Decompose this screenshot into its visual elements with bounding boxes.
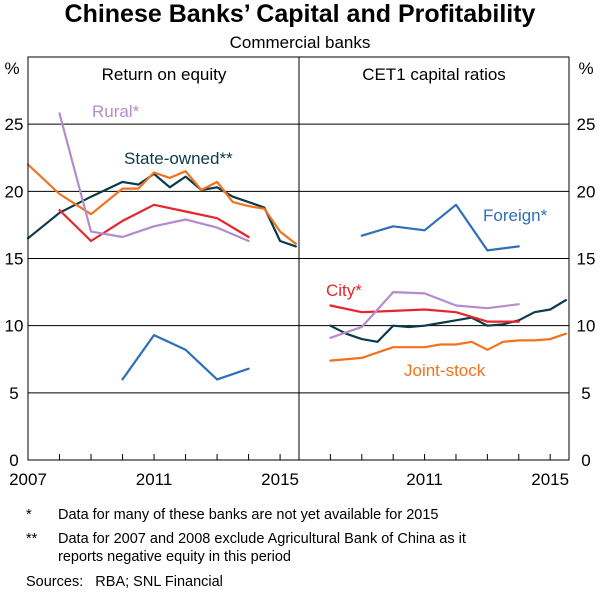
- y-tick-right-15: 15: [577, 250, 596, 269]
- right-axis-unit: %: [578, 59, 593, 78]
- panel-return-on-equity: Return on equity: [102, 65, 227, 84]
- series-line-roe-joint-stock: [26, 163, 297, 245]
- x-tick-label-roe-2011: 2011: [136, 470, 173, 489]
- panel-title-cet1-capital-ratios: CET1 capital ratios: [362, 65, 506, 84]
- y-tick-right-5: 5: [581, 384, 590, 403]
- label-joint-stock: Joint-stock: [404, 361, 486, 380]
- series-line-roe-foreign: [121, 334, 250, 381]
- footnote-text-2: Data for 2007 and 2008 exclude Agricultu…: [58, 531, 466, 547]
- y-tick-right-25: 25: [577, 115, 596, 134]
- chart-subtitle: Commercial banks: [230, 33, 371, 52]
- y-tick-left-15: 15: [5, 250, 24, 269]
- label-state-owned: State-owned**: [124, 149, 233, 168]
- x-tick-label-cet1-2011: 2011: [406, 470, 443, 489]
- y-tick-left-25: 25: [5, 115, 24, 134]
- series-line-cet1-joint-stock: [329, 332, 568, 362]
- y-tick-left-5: 5: [9, 384, 18, 403]
- label-rural: Rural*: [92, 102, 140, 121]
- chart-title: Chinese Banks’ Capital and Profitability: [65, 0, 536, 28]
- series-line-cet1-city: [329, 304, 520, 323]
- footnote-text-3: reports negative equity in this period: [58, 549, 291, 565]
- y-tick-left-10: 10: [5, 317, 24, 336]
- y-tick-right-20: 20: [577, 182, 596, 201]
- footnote-marker-2: **: [26, 531, 38, 547]
- y-tick-left-0: 0: [9, 451, 18, 470]
- label-city: City*: [326, 281, 362, 300]
- x-tick-label-roe-2015: 2015: [261, 470, 299, 489]
- y-tick-left-20: 20: [5, 182, 24, 201]
- footnote-text-1: Data for many of these banks are not yet…: [58, 507, 438, 523]
- y-axis-ticks: 0 0 5 5 10 10 15 15 20 20 25 25: [5, 115, 596, 470]
- series-line-cet1-state-owned: [329, 299, 568, 343]
- footnote-marker-1: *: [26, 507, 32, 523]
- left-axis-unit: %: [4, 59, 19, 78]
- series-lines: [26, 112, 568, 381]
- series-line-roe-rural: [58, 112, 250, 243]
- y-tick-right-0: 0: [581, 451, 590, 470]
- sources: Sources: RBA; SNL Financial: [26, 574, 223, 590]
- series-line-roe-state-owned: [26, 172, 297, 248]
- x-axis-ticks: 2007 2011 2015 2011 2015: [9, 454, 569, 489]
- panel-cet1-capital-ratios: CET1 capital ratios: [362, 65, 506, 84]
- series-line-roe-city: [58, 203, 250, 243]
- panel-title-return-on-equity: Return on equity: [102, 65, 227, 84]
- series-line-cet1-rural: [329, 291, 520, 339]
- series-line-cet1-foreign: [360, 203, 520, 252]
- x-tick-label-roe-2007: 2007: [9, 470, 47, 489]
- label-foreign: Foreign*: [483, 206, 548, 225]
- y-tick-right-10: 10: [577, 317, 596, 336]
- x-tick-label-cet1-2015: 2015: [531, 470, 569, 489]
